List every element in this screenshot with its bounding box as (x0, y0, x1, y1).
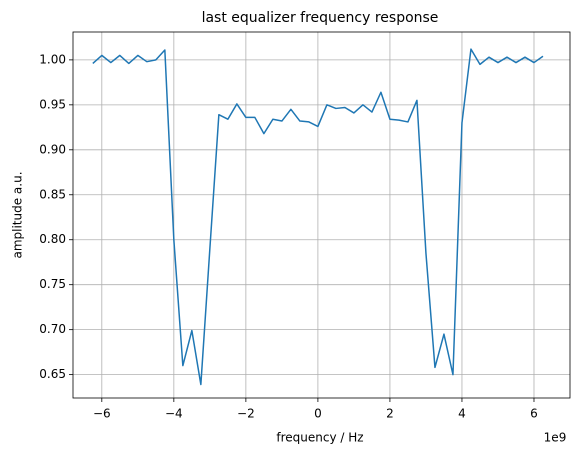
y-tick-label: 0.85 (39, 187, 66, 201)
y-axis-label: amplitude a.u. (11, 171, 25, 258)
y-tick-label: 0.75 (39, 277, 66, 291)
x-axis-label: frequency / Hz (276, 431, 363, 445)
x-tick-label: 0 (314, 407, 322, 421)
x-tick-label: −6 (93, 407, 111, 421)
y-tick-label: 0.80 (39, 232, 66, 246)
data-line (92, 48, 544, 386)
x-tick-label: 4 (458, 407, 466, 421)
y-tick-label: 1.00 (39, 52, 66, 66)
y-tick-label: 0.95 (39, 97, 66, 111)
y-tick-label: 0.70 (39, 322, 66, 336)
chart-title: last equalizer frequency response (202, 10, 439, 26)
y-tick-label: 0.90 (39, 142, 66, 156)
x-tick-label: −2 (237, 407, 255, 421)
x-tick-label: −4 (165, 407, 183, 421)
x-tick-label: 6 (530, 407, 538, 421)
y-tick-label: 0.65 (39, 367, 66, 381)
x-tick-label: 2 (386, 407, 394, 421)
plot-frame (72, 31, 571, 399)
x-offset-label: 1e9 (544, 431, 567, 445)
